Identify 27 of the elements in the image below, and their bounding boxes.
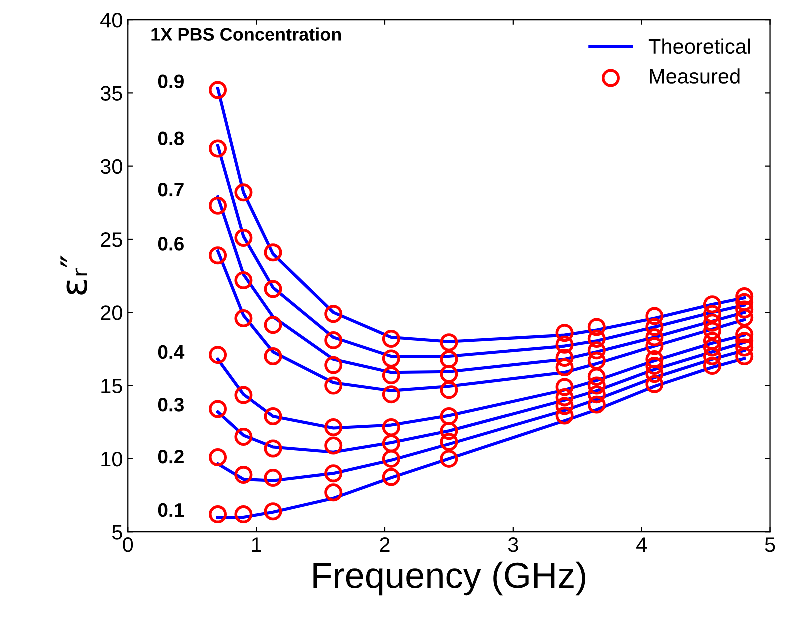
annotation: 1X PBS Concentration <box>152 28 342 41</box>
annotation: 0.3 <box>158 398 184 412</box>
y-tick-label: 10 <box>102 452 122 467</box>
y-tick-label: 35 <box>100 86 122 101</box>
annotation: 0.8 <box>158 132 184 146</box>
annotation: 0.7 <box>158 182 184 197</box>
annotation: 0.6 <box>158 237 184 251</box>
x-tick-label: 2 <box>380 538 390 552</box>
x-tick-label: 3 <box>508 538 518 552</box>
y-tick-label: 5 <box>112 525 122 540</box>
x-tick-label: 5 <box>765 538 776 552</box>
annotation: 0.9 <box>158 74 184 88</box>
y-tick-label: 15 <box>102 379 122 394</box>
x-tick-label: 1 <box>252 538 262 552</box>
x-tick-label: 4 <box>636 538 648 552</box>
legend-label: Measured <box>650 68 740 84</box>
y-axis-title: εᵣ″ <box>60 256 88 295</box>
x-tick-label: 0 <box>123 538 134 552</box>
legend-label: Theoretical <box>648 38 750 54</box>
y-tick-label: 20 <box>101 306 122 320</box>
annotation: 0.1 <box>158 503 184 518</box>
y-tick-label: 40 <box>100 13 122 28</box>
annotation: 0.2 <box>158 450 184 464</box>
x-axis-title: Frequency (GHz) <box>314 562 586 596</box>
y-tick-label: 30 <box>100 159 122 174</box>
annotation: 0.4 <box>158 345 185 360</box>
y-tick-label: 25 <box>101 232 122 248</box>
